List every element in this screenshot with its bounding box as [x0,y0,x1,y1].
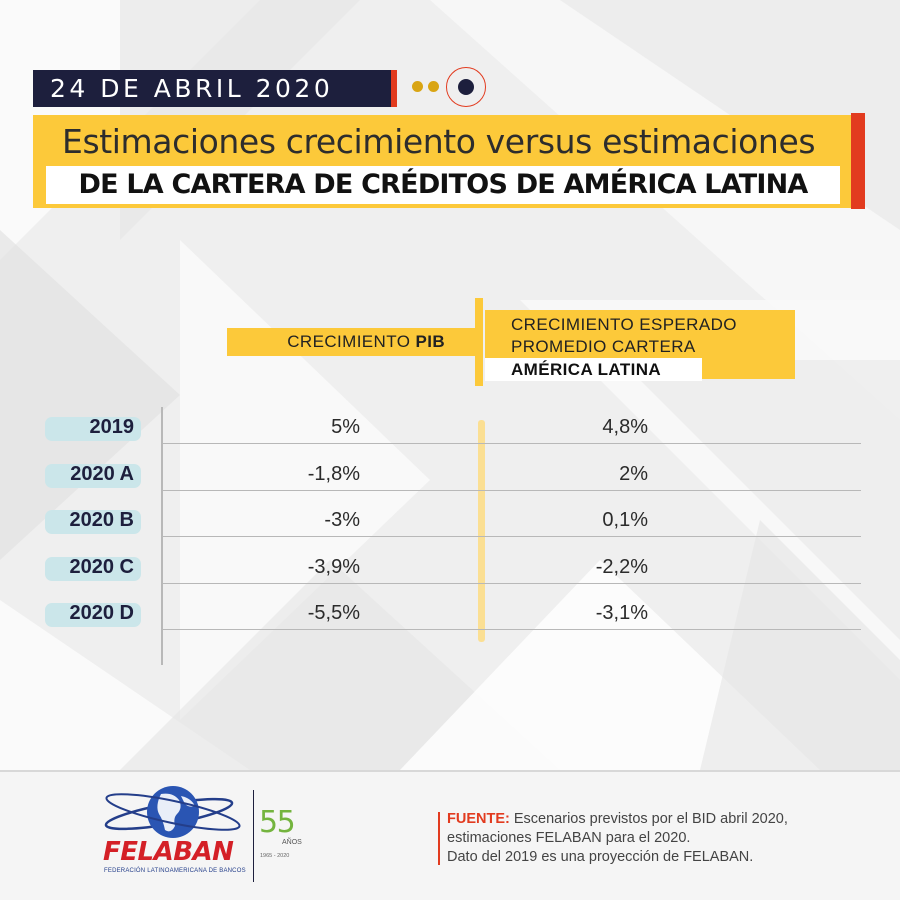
column-header-cartera-line2: PROMEDIO CARTERA [511,337,696,356]
row-label: 2020 A [70,462,134,485]
logo-separator [253,790,254,882]
anniversary-number: 55 [259,805,296,840]
page-subtitle: DE LA CARTERA DE CRÉDITOS DE AMÉRICA LAT… [78,169,809,200]
table-row-divider [162,536,861,538]
cell-cartera: -3,1% [595,602,648,624]
row-label-pill [45,510,141,534]
footer [0,772,900,900]
column-header-cartera-line1: CRECIMIENTO ESPERADO [511,315,737,334]
row-label-pill [45,463,141,488]
source-note: FUENTE: Escenarios previstos por el BID … [447,810,788,867]
cell-pib: -1,8% [307,462,360,485]
dots-icon [412,81,423,92]
cell-pib: -3% [324,509,360,531]
cell-pib: -5,5% [307,602,360,624]
row-label: 2020 C [69,555,135,578]
table-row-divider [162,489,861,491]
table-row-divider [162,582,861,584]
date-banner: 24 DE ABRIL 2020 [33,70,391,107]
cell-cartera: -2,2% [595,555,648,578]
row-label-pill [45,417,141,441]
date-accent-bar [391,70,397,107]
header-divider [475,298,483,386]
cell-pib: 5% [331,416,360,438]
dots-icon-2 [428,81,439,92]
source-line-3: Dato del 2019 es una proyección de FELAB… [447,849,754,865]
table-row-divider [162,443,861,445]
anniversary-word: AÑOS [282,839,302,846]
row-label: 2020 D [69,602,135,624]
anniversary-years: 1965 - 2020 [260,853,290,859]
table-axis-line [161,407,163,665]
source-label: FUENTE: [447,811,510,827]
cell-pib: -3,9% [307,555,360,578]
column-header-pib-bold: PIB [415,332,445,351]
cell-cartera: 4,8% [602,416,648,438]
page-title: Estimaciones crecimiento versus estimaci… [62,122,816,161]
table-column-divider [478,420,485,642]
ring-icon [446,67,486,107]
column-header-cartera-band [485,358,702,381]
subtitle-band [46,166,840,204]
footer-divider [0,770,900,772]
cell-cartera: 0,1% [602,509,648,531]
row-label-pill [45,603,141,627]
logo-wordmark: FELABAN [103,837,234,867]
row-label-pill [45,556,141,581]
column-header-pib: CRECIMIENTO PIB [227,328,475,356]
source-accent-bar [438,812,440,865]
title-accent-bar [851,113,865,209]
row-label: 2020 B [69,509,135,531]
source-line-1: Escenarios previstos por el BID abril 20… [509,811,788,827]
source-line-2: estimaciones FELABAN para el 2020. [447,830,691,846]
column-header-pib-prefix: CRECIMIENTO [287,332,416,351]
logo-subtitle: FEDERACIÓN LATINOAMERICANA DE BANCOS [104,868,246,874]
row-label: 2019 [89,416,135,438]
table-row-divider [162,629,861,631]
globe-logo-icon [104,786,241,838]
cell-cartera: 2% [619,462,648,485]
column-header-cartera-line3: AMÉRICA LATINA [511,360,662,379]
ring-icon-core [458,79,474,95]
